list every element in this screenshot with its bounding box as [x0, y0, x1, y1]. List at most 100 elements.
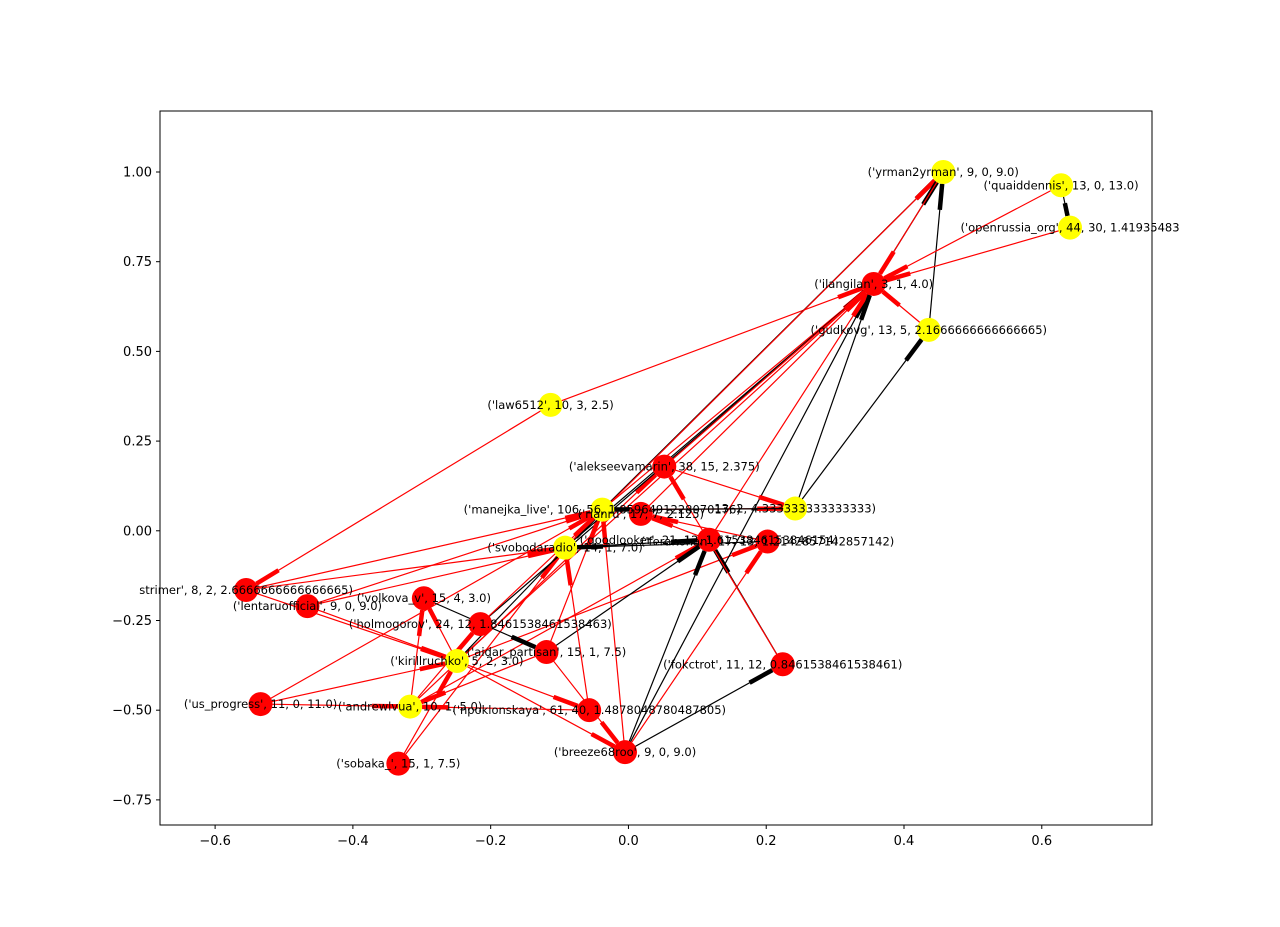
y-tick-label: 0.25: [123, 435, 152, 450]
node-npoklonskaya: [577, 698, 602, 723]
edge-svobodaradio-yrman2yrman: [564, 171, 944, 549]
node-label-aidar_partisan: ('aidar_partisan', 15, 1, 7.5): [467, 645, 627, 659]
edge-breeze68roo-goodlooker: [624, 539, 710, 753]
node-gudkovg: [916, 317, 941, 342]
node-rianru: [628, 501, 653, 526]
edge-yrman2yrman-ilangilan: [873, 171, 944, 285]
node-label-yrman2yrman: ('yrman2yrman', 9, 0, 9.0): [868, 165, 1019, 179]
node-breeze68roo: [613, 740, 637, 765]
node-label-n13: 13, 2, 4.333333333333333): [714, 502, 876, 516]
node-label-quaiddennis: ('quaiddennis', 13, 0, 13.0): [984, 178, 1139, 192]
node-manejka_live: [590, 497, 615, 522]
x-tick-label: 0.4: [894, 834, 915, 849]
edge-law6512-strimer: [245, 404, 551, 591]
node-label-breeze68roo: ('breeze68roo', 9, 0, 9.0): [554, 745, 696, 759]
edge-alekseevamarin-ilangilan: [663, 283, 875, 468]
node-svobodaradio: [553, 535, 578, 560]
node-andrewlvua: [398, 694, 423, 719]
node-us_progress: [248, 692, 273, 717]
x-tick-label: 0.0: [618, 834, 639, 849]
edge-npoklonskaya-andrewlvua: [410, 704, 590, 711]
node-label-openrussia_org: ('openrussia_org', 44, 30, 1.41935483: [960, 221, 1179, 235]
node-label-holmogorov: ('holmogorov', 24, 12, 1.846153846153846…: [349, 617, 612, 631]
node-sobaka: [386, 751, 411, 776]
node-ilangilan: [861, 271, 886, 296]
node-label-sobaka: ('sobaka_', 15, 1, 7.5): [336, 757, 460, 771]
edge-breeze68roo-manejka_live: [601, 509, 626, 753]
node-label-ilangilan: ('ilangilan', 3, 1, 4.0): [814, 277, 933, 291]
node-volkova_v: [411, 586, 436, 611]
node-label-rianru: ('rianru', 17, 7, 2.125): [578, 507, 704, 521]
node-label-strimer: strimer', 8, 2, 2.6666666666666665): [139, 583, 353, 597]
edge-us_progress-kirillruchko: [260, 660, 458, 705]
edge-us_progress-andrewlvua: [260, 703, 411, 709]
node-aidar_partisan: [534, 640, 559, 665]
y-tick-label: 1.00: [123, 165, 152, 180]
edge-lentaruofficial-manejka_live: [307, 509, 603, 607]
edge-lentaruofficial-kirillruchko: [307, 605, 458, 662]
edge-feranohan-rianru: [640, 513, 768, 543]
edge-kirillruchko-npoklonskaya: [456, 660, 590, 711]
node-feranohan: [755, 529, 780, 554]
node-lentaruofficial: [295, 594, 320, 619]
node-strimer: [234, 577, 259, 602]
node-label-npoklonskaya: ('npoklonskaya', 61, 40, 1.4878048780487…: [452, 703, 726, 717]
edge-svobodaradio-goodlooker: [565, 538, 710, 549]
edge-breeze68roo-feranohan: [624, 541, 769, 753]
node-label-law6512: ('law6512', 10, 3, 2.5): [487, 398, 613, 412]
edge-aidar_partisan-goodlooker: [546, 539, 710, 653]
edge-lentaruofficial-svobodaradio: [307, 547, 566, 607]
node-label-fokctrot: ('fokctrot', 11, 12, 0.8461538461538461): [663, 657, 902, 671]
node-label-manejka_live: ('manejka_live', 106, 56, 1.859649122807…: [464, 503, 741, 517]
edge-sobaka-svobodaradio: [397, 547, 566, 765]
node-alekseevamarin: [652, 454, 677, 479]
edge-aidar_partisan-manejka_live: [545, 509, 603, 653]
y-axis: −0.75 −0.50 −0.25 0.00 0.25 0.50 0.75 1.00: [112, 165, 160, 808]
node-label-volkova_v: ('volkova_v', 15, 4, 3.0): [357, 591, 491, 605]
y-tick-label: 0.00: [123, 524, 152, 539]
y-tick-label: 0.75: [123, 255, 152, 270]
edge-holmogorov-manejka_live: [479, 509, 603, 625]
edge-kirillruchko-feranohan: [456, 540, 768, 662]
x-axis: −0.6 −0.4 −0.2 0.0 0.2 0.4 0.6: [199, 825, 1052, 849]
node-label-kirillruchko: ('kirillruchko', 5, 2, 3.0): [390, 654, 523, 668]
x-tick-label: 0.2: [756, 834, 777, 849]
edge-law6512-ilangilan: [550, 283, 874, 406]
node-label-goodlooker: ('goodlooker', 21, 12, 1.615384615384615…: [580, 533, 839, 547]
node-label-lentaruofficial: ('lentaruofficial', 9, 0, 9.0): [233, 599, 382, 613]
node-n13: [783, 496, 808, 521]
edge-goodlooker-ilangilan: [708, 283, 875, 541]
edge-n13-ilangilan: [794, 283, 875, 509]
node-label-feranohan: ('feranohan', 17, 13, 1.2142857142857142…: [641, 535, 894, 549]
edge-n13-gudkovg: [794, 329, 930, 509]
node-kirillruchko: [444, 649, 469, 674]
edge-openrussia_org-ilangilan: [873, 227, 1071, 285]
node-goodlooker: [697, 527, 722, 552]
y-tick-label: 0.50: [123, 345, 152, 360]
edge-quaiddennis-ilangilan: [873, 184, 1062, 285]
x-tick-label: −0.4: [337, 834, 369, 849]
edge-breeze68roo-fokctrot: [624, 663, 784, 753]
node-label-andrewlvua: ('andrewlvua', 10, 1, 5.0): [338, 700, 482, 714]
edge-alekseevamarin-n13: [664, 465, 796, 510]
y-tick-label: −0.75: [112, 793, 152, 808]
edge-npoklonskaya-svobodaradio: [564, 547, 590, 711]
edge-aidar_partisan-andrewlvua: [409, 651, 547, 708]
x-tick-label: −0.6: [199, 834, 231, 849]
node-fokctrot: [770, 652, 795, 677]
node-openrussia_org: [1058, 215, 1083, 240]
edges-layer: [245, 171, 1071, 765]
x-tick-label: −0.2: [475, 834, 507, 849]
y-tick-label: −0.50: [112, 704, 152, 719]
labels-layer: ('yrman2yrman', 9, 0, 9.0)('quaiddennis'…: [139, 165, 1179, 771]
node-yrman2yrman: [931, 159, 956, 184]
node-quaiddennis: [1049, 173, 1074, 198]
x-tick-label: 0.6: [1031, 834, 1052, 849]
node-label-alekseevamarin: ('alekseevamarin', 38, 15, 2.375): [569, 460, 760, 474]
edge-fokctrot-alekseevamarin: [663, 466, 784, 665]
node-label-gudkovg: ('gudkovg', 13, 5, 2.1666666666666665): [811, 323, 1048, 337]
y-tick-label: −0.25: [112, 614, 152, 629]
nodes-layer: [234, 159, 1083, 776]
